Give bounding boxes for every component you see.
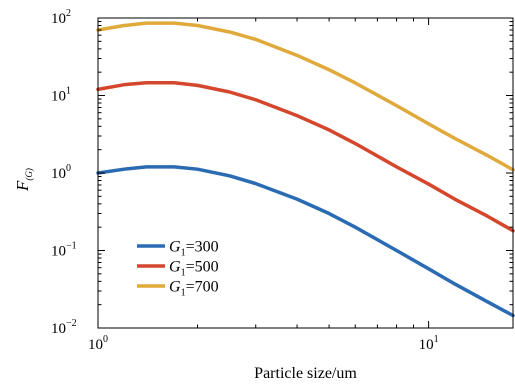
x-tick-label-1: 101	[419, 334, 439, 353]
legend-var: G	[169, 239, 181, 256]
legend-val: =300	[186, 239, 219, 256]
series-line-2	[96, 21, 515, 172]
y-tick-exp: 2	[66, 8, 71, 19]
y-tick-base: 10	[51, 89, 66, 105]
series-line-0	[96, 165, 515, 318]
y-tick-base: 10	[51, 321, 66, 337]
y-tick-exp: −1	[66, 241, 77, 252]
legend-label-1: G1=500	[169, 259, 219, 279]
x-tick-base: 10	[419, 337, 434, 353]
y-tick-base: 10	[51, 244, 66, 260]
legend-label-2: G1=700	[169, 279, 219, 299]
legend-sub: 1	[181, 288, 186, 299]
x-tick-exp: 1	[434, 334, 439, 345]
y-tick-base: 10	[51, 166, 66, 182]
y-tick-exp: 1	[66, 86, 71, 97]
legend-var: G	[169, 279, 181, 296]
legend-sub: 1	[181, 268, 186, 279]
x-tick-label-0: 100	[88, 334, 108, 353]
legend-sub: 1	[181, 248, 186, 259]
y-tick-label-2: 100	[51, 163, 71, 182]
x-tick-base: 10	[88, 337, 103, 353]
y-axis-title-main: F	[13, 180, 32, 192]
y-tick-label-1: 10−1	[51, 241, 77, 260]
x-axis-title: Particle size/um	[254, 365, 357, 382]
legend-var: G	[169, 259, 181, 276]
y-tick-label-3: 101	[51, 86, 71, 105]
legend-val: =500	[186, 259, 219, 276]
y-axis-title-sub: (G)	[24, 168, 34, 181]
y-tick-base: 10	[51, 11, 66, 27]
series-line-1	[96, 81, 515, 233]
y-tick-label-0: 10−2	[51, 318, 77, 337]
legend-label-0: G1=300	[169, 239, 219, 259]
y-axis-title: F(G)	[13, 168, 34, 192]
y-tick-label-4: 102	[51, 8, 71, 27]
y-tick-exp: −2	[66, 318, 77, 329]
legend-val: =700	[186, 279, 219, 296]
x-tick-exp: 0	[103, 334, 108, 345]
y-tick-exp: 0	[66, 163, 71, 174]
